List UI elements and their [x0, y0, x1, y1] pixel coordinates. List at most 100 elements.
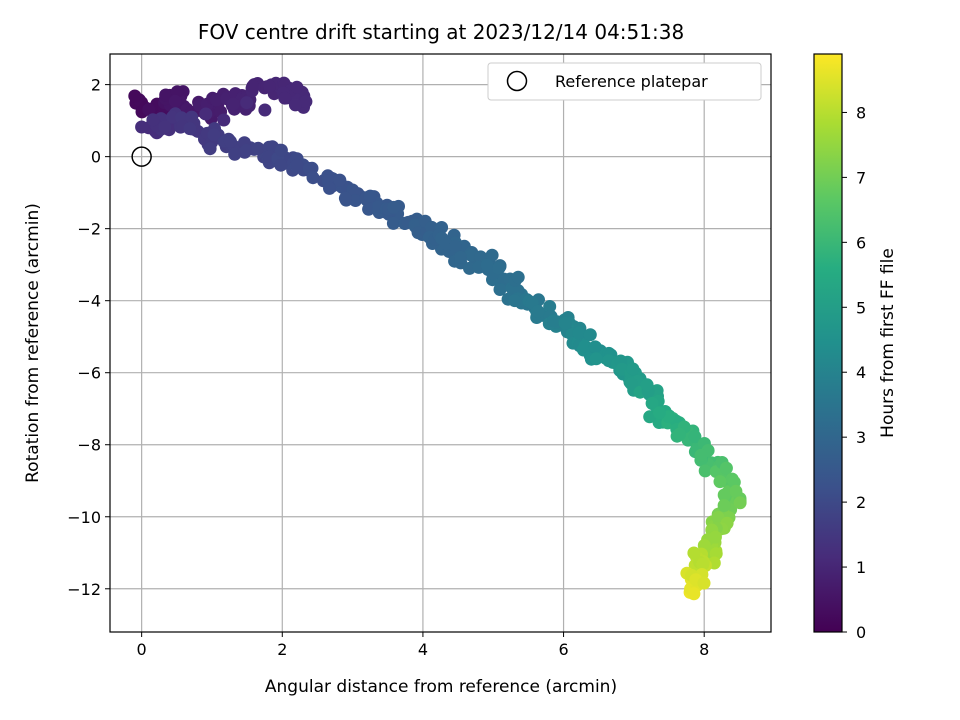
data-point — [290, 158, 304, 172]
data-point — [288, 98, 302, 112]
colorbar-gradient — [814, 54, 842, 632]
data-point — [128, 89, 142, 103]
data-point — [547, 314, 560, 328]
y-tick-label: −4 — [77, 292, 101, 311]
plot-frame — [109, 53, 772, 633]
y-axis-ticks: 2 0 −2 −4 −6 −8 −10 −12 — [67, 76, 110, 599]
colorbar-tick-label: 1 — [856, 558, 866, 577]
data-point — [228, 147, 242, 161]
x-tick-label: 8 — [699, 640, 709, 659]
data-point — [729, 484, 743, 498]
data-point — [454, 250, 467, 264]
data-point — [687, 587, 701, 601]
data-point — [306, 171, 320, 185]
data-point — [708, 530, 722, 544]
data-point — [626, 362, 640, 376]
data-point — [246, 79, 260, 93]
data-point — [492, 261, 506, 275]
plot-area: 0 2 4 6 8 2 0 −2 −4 −6 −8 −10 −12 — [67, 53, 772, 659]
colorbar-tick-label: 6 — [856, 233, 866, 252]
x-tick-label: 0 — [137, 640, 147, 659]
y-tick-label: −10 — [67, 508, 101, 527]
data-point — [673, 427, 686, 441]
colorbar-tick-label: 8 — [856, 103, 866, 122]
data-point — [333, 173, 347, 187]
y-tick-label: −8 — [77, 436, 101, 455]
colorbar-tick-label: 0 — [856, 623, 866, 642]
data-point — [624, 377, 638, 391]
data-point — [278, 91, 292, 105]
data-point — [531, 304, 545, 318]
data-point — [640, 378, 654, 392]
colorbar-ticks: 0 1 2 3 4 5 6 7 8 — [842, 103, 866, 642]
data-point — [135, 120, 149, 134]
data-point — [387, 200, 401, 214]
data-point — [239, 143, 253, 157]
data-point — [142, 103, 156, 116]
data-point — [258, 103, 272, 117]
data-point — [349, 194, 362, 207]
data-point — [588, 340, 602, 354]
data-point — [558, 316, 572, 330]
data-point — [696, 557, 710, 571]
data-point — [543, 300, 557, 313]
data-point — [199, 107, 213, 121]
data-point — [386, 216, 400, 230]
data-point — [290, 80, 304, 94]
data-point — [697, 576, 711, 590]
x-axis-ticks: 0 2 4 6 8 — [137, 632, 709, 659]
colorbar-tick-label: 2 — [856, 493, 866, 512]
data-point — [572, 326, 586, 340]
data-point — [299, 95, 313, 109]
data-point — [183, 122, 197, 136]
data-point — [694, 448, 708, 462]
data-point — [168, 94, 182, 108]
data-point — [146, 113, 160, 127]
data-point — [687, 546, 701, 560]
data-point — [717, 499, 731, 512]
data-point — [207, 128, 221, 142]
data-point — [698, 464, 712, 478]
x-tick-label: 6 — [558, 640, 568, 659]
data-point — [240, 96, 254, 110]
data-point — [363, 189, 377, 203]
data-point — [511, 270, 525, 284]
chart-title: FOV centre drift starting at 2023/12/14 … — [198, 20, 684, 44]
y-tick-label: 0 — [91, 148, 101, 167]
data-point — [448, 239, 462, 253]
points-layer — [128, 76, 747, 601]
colorbar-tick-label: 3 — [856, 428, 866, 447]
data-point — [203, 142, 217, 156]
legend-box — [487, 62, 762, 101]
data-point — [323, 181, 336, 195]
y-tick-label: −6 — [77, 364, 101, 383]
data-point — [226, 97, 240, 111]
colorbar-tick-label: 7 — [856, 168, 866, 187]
data-point — [508, 294, 522, 308]
x-tick-label: 2 — [277, 640, 287, 659]
data-point — [713, 475, 727, 489]
x-axis-label: Angular distance from reference (arcmin) — [265, 677, 617, 697]
y-axis-label: Rotation from reference (arcmin) — [23, 203, 43, 483]
legend-label-reference: Reference platepar — [555, 72, 708, 91]
data-point — [158, 120, 172, 134]
data-point — [223, 135, 237, 148]
data-point — [645, 396, 659, 410]
data-point — [493, 283, 507, 296]
data-point — [274, 143, 288, 157]
data-point — [263, 79, 276, 93]
y-tick-label: −2 — [77, 220, 101, 239]
data-point — [717, 488, 731, 502]
legend-marker-reference — [506, 70, 528, 92]
data-point — [589, 352, 603, 366]
data-point — [583, 328, 597, 342]
data-point — [217, 113, 231, 127]
y-tick-label: 2 — [91, 76, 101, 95]
data-point — [652, 406, 666, 420]
legend: Reference platepar — [487, 62, 762, 101]
data-point — [209, 93, 223, 107]
data-point — [485, 248, 499, 262]
colorbar-tick-label: 4 — [856, 363, 866, 382]
data-point — [578, 339, 592, 353]
